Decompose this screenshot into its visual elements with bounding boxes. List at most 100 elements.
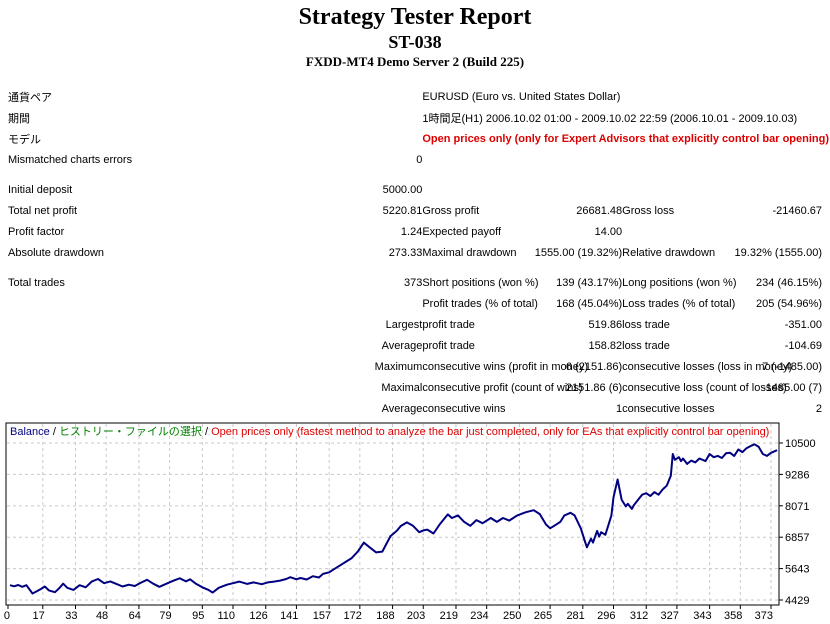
report-row: 期間 1時間足(H1) 2006.10.02 01:00 - 2009.10.02… — [8, 107, 822, 128]
report-row: 通貨ペア EURUSD (Euro vs. United States Dolla… — [8, 86, 822, 107]
cell-v1: 5000.00 — [382, 183, 423, 196]
legend-history-label: ヒストリー・ファイルの選択 — [59, 424, 202, 438]
cell-v3: 205 (54.96%) — [755, 297, 822, 310]
cell-v1: Maximum — [374, 360, 423, 373]
cell-c1: Profit factor — [8, 225, 65, 238]
cell-c3: Relative drawdown — [622, 246, 716, 259]
chart-legend: Balance / ヒストリー・ファイルの選択 / Open prices on… — [10, 424, 769, 438]
x-tick-label: 17 — [33, 610, 45, 621]
report-row: Maximal consecutive profit (count of wins… — [8, 377, 822, 398]
x-tick-label: 234 — [470, 610, 488, 621]
x-tick-label: 110 — [217, 610, 235, 621]
page-title: Strategy Tester Report — [298, 4, 532, 30]
cell-v2: 14.00 — [594, 225, 623, 238]
x-tick-label: 64 — [129, 610, 141, 621]
x-tick-label: 126 — [249, 610, 267, 621]
cell-v2: 139 (43.17%) — [556, 276, 623, 289]
report-row: Initial deposit 5000.00 — [8, 179, 822, 200]
cell-c1: Absolute drawdown — [8, 246, 105, 259]
legend-model-label: Open prices only (fastest method to anal… — [211, 426, 769, 438]
cell-c2: profit trade — [422, 339, 475, 352]
cell-c2: Expected payoff — [422, 225, 502, 238]
x-tick-label: 188 — [376, 610, 394, 621]
cell-c3: Gross loss — [622, 204, 675, 217]
x-tick-label: 141 — [280, 610, 298, 621]
cell-c1: Total trades — [8, 276, 65, 289]
x-tick-label: 296 — [597, 610, 615, 621]
cell-v3: 19.32% (1555.00) — [734, 246, 822, 259]
server-name: FXDD-MT4 Demo Server 2 (Build 225) — [305, 54, 525, 69]
cell-c1 — [8, 314, 271, 335]
cell-v1 — [271, 293, 422, 314]
report-row: Maximum consecutive wins (profit in money… — [8, 356, 822, 377]
cell-v1: Average — [381, 339, 423, 352]
spacer-row — [8, 263, 822, 272]
cell-c2 — [422, 149, 522, 170]
x-tick-label: 172 — [343, 610, 361, 621]
report-row: Mismatched charts errors 0 — [8, 149, 822, 170]
cell-c3: Loss trades (% of total) — [622, 297, 736, 310]
report-row: Profit factor 1.24 Expected payoff 14.00 — [8, 221, 822, 242]
cell-v1 — [271, 86, 422, 107]
x-tick-label: 265 — [534, 610, 552, 621]
cell-v2: 158.82 — [588, 339, 623, 352]
balance-chart: 10500 9286 8071 6857 5643 4429 0 17 33 48 64 79 95 11… — [0, 421, 830, 624]
cell-v2: 519.86 — [588, 318, 623, 331]
x-tick-label: 0 — [4, 610, 10, 621]
legend-separator: / — [50, 426, 59, 438]
legend-separator: / — [202, 426, 211, 438]
x-tick-label: 95 — [192, 610, 204, 621]
cell-c2: consecutive wins (profit in money) — [422, 360, 589, 373]
cell-c1: 通貨ペア — [8, 91, 52, 104]
report-row: Absolute drawdown 273.33 Maximal drawdown 1… — [8, 242, 822, 263]
x-tick-label: 203 — [407, 610, 425, 621]
cell-v3 — [722, 221, 822, 242]
cell-c1: Initial deposit — [8, 183, 73, 196]
x-tick-label: 157 — [313, 610, 331, 621]
x-tick-label: 343 — [693, 610, 711, 621]
y-tick-label: 4429 — [785, 595, 809, 607]
x-tick-label: 48 — [96, 610, 108, 621]
cell-c1 — [8, 335, 271, 356]
cell-c3: Long positions (won %) — [622, 276, 737, 289]
cell-v1: 1.24 — [400, 225, 423, 238]
cell-c3: loss trade — [622, 339, 670, 352]
cell-v1 — [271, 128, 422, 149]
cell-c2 — [422, 179, 522, 200]
x-tick-label: 33 — [65, 610, 77, 621]
cell-c3 — [622, 221, 722, 242]
cell-c2: Gross profit — [422, 204, 480, 217]
cell-c2: consecutive profit (count of wins) — [422, 381, 583, 394]
cell-v3: -21460.67 — [772, 204, 822, 217]
cell-c2: Profit trades (% of total) — [422, 297, 538, 310]
report-row: Average consecutive wins 1 consecutive loss… — [8, 398, 822, 419]
cell-v1: 5220.81 — [382, 204, 423, 217]
cell-v2: 2151.86 (6) — [565, 381, 623, 394]
x-tick-label: 79 — [159, 610, 171, 621]
cell-c1: モデル — [8, 133, 41, 146]
cell-v3: 7 (-1485.00) — [762, 360, 822, 373]
cell-v3: -351.00 — [784, 318, 822, 331]
y-tick-label: 6857 — [785, 532, 809, 544]
cell-c1 — [8, 377, 271, 398]
cell-c1 — [8, 293, 271, 314]
report-row: Total trades 373 Short positions (won %) 13… — [8, 272, 822, 293]
y-tick-label: 8071 — [785, 501, 809, 513]
cell-v3: 2 — [815, 402, 822, 415]
cell-c3: consecutive losses (loss in money) — [622, 360, 793, 373]
report-table: 通貨ペア EURUSD (Euro vs. United States Dolla… — [8, 86, 829, 419]
x-tick-label: 219 — [440, 610, 458, 621]
x-tick-label: 281 — [566, 610, 584, 621]
cell-v3 — [722, 149, 822, 170]
x-tick-label: 327 — [661, 610, 679, 621]
cell-c3 — [622, 149, 722, 170]
cell-v1 — [271, 107, 422, 128]
cell-c1: Mismatched charts errors — [8, 153, 133, 166]
cell-v1: 373 — [403, 276, 423, 289]
y-tick-label: 9286 — [785, 469, 809, 481]
cell-span: EURUSD (Euro vs. United States Dollar) — [422, 90, 621, 103]
report-row: モデル Open prices only (only for Expert Adv… — [8, 128, 829, 149]
cell-v1: 273.33 — [388, 246, 423, 259]
spacer-row — [8, 170, 822, 179]
balance-line — [9, 443, 778, 595]
